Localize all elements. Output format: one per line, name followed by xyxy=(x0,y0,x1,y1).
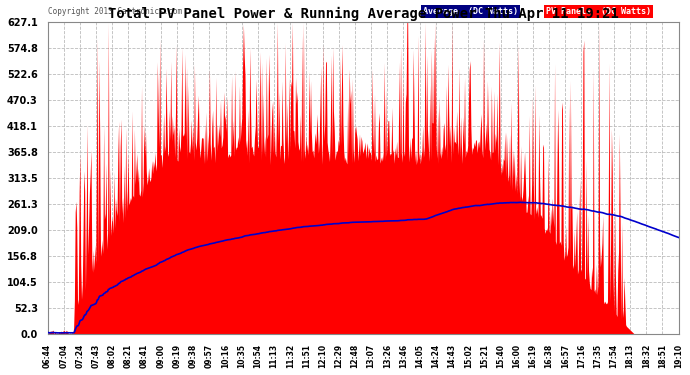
Text: Copyright 2013 Cartronics.com: Copyright 2013 Cartronics.com xyxy=(48,7,181,16)
Text: Average  (DC Watts): Average (DC Watts) xyxy=(423,7,518,16)
Title: Total PV Panel Power & Running Average Power Thu Apr 11 19:21: Total PV Panel Power & Running Average P… xyxy=(108,7,618,21)
Text: PV Panels  (DC Watts): PV Panels (DC Watts) xyxy=(546,7,651,16)
